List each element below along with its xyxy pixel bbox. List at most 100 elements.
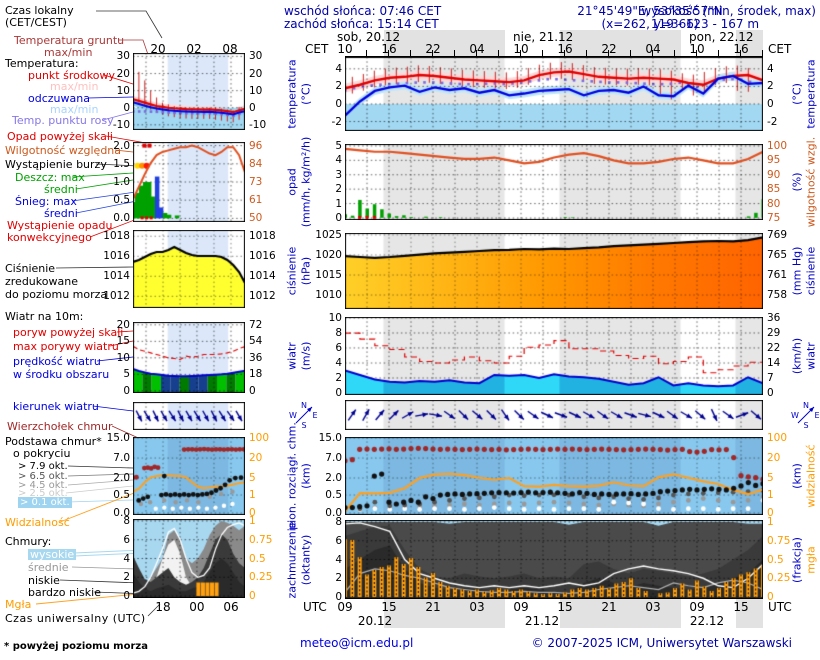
bottom-axis-hour: 09 xyxy=(513,600,529,614)
svg-text:E: E xyxy=(814,411,819,420)
mini-axis-bottom-hour: 18 xyxy=(155,600,171,614)
contact-email-link[interactable]: meteo@icm.edu.pl xyxy=(300,636,414,650)
axis-title: (oktanty) xyxy=(299,534,313,585)
svg-text:W: W xyxy=(791,411,799,420)
legend-item-widzialność: Widzialność xyxy=(5,516,70,529)
tick-label: 6 xyxy=(123,533,130,546)
axis-title: wiatr xyxy=(285,342,299,370)
tick-label: 0.0 xyxy=(113,506,130,519)
footnote-text: * powyżej poziomu morza xyxy=(4,641,148,652)
axis-title: (km) xyxy=(790,463,804,489)
tick-label: 7.0 xyxy=(113,452,130,465)
legend-item-czas-uniwersalny-utc-: Czas uniwersalny (UTC) xyxy=(5,612,146,625)
tick-label: 0 xyxy=(335,386,342,399)
tick-label: 10 xyxy=(249,84,263,97)
bottom-axis-tz-left: UTC xyxy=(303,600,327,614)
tick-label: 5 xyxy=(335,139,342,152)
mini-axis-top-hour: 02 xyxy=(186,42,202,56)
tick-label: 1018 xyxy=(103,230,130,243)
tick-label: 4 xyxy=(123,552,130,565)
legend-item-max-porywy-wiatru: max porywy wiatru xyxy=(13,340,119,353)
axis-title: ciśnienie xyxy=(285,246,299,296)
tick-label: 85 xyxy=(767,183,781,196)
main-wind-direction-chart xyxy=(345,400,763,430)
legend-item-bardzo-niskie: bardzo niskie xyxy=(28,586,101,599)
tick-label: 4 xyxy=(335,553,342,566)
tick-label: 7 xyxy=(767,371,774,384)
mini-precip-humidity-chart xyxy=(133,142,245,222)
tick-label: 1012 xyxy=(249,290,276,303)
tick-label: 4 xyxy=(335,154,342,167)
mini-wind-direction-chart xyxy=(133,402,245,430)
legend-item-wilgotność-względna: Wilgotność względna xyxy=(5,144,122,157)
tick-label: 1016 xyxy=(249,250,276,263)
tick-label: 2.0 xyxy=(113,139,130,152)
grid-xy-text: (x=262, y=366) xyxy=(601,17,699,31)
axis-title: opad xyxy=(285,168,299,196)
top-axis-day: sob, 20.12 xyxy=(337,30,401,44)
bottom-axis-hour: 03 xyxy=(469,600,485,614)
bottom-axis-hour: 15 xyxy=(381,600,397,614)
tick-label: 61 xyxy=(249,194,263,207)
tick-label: 5 xyxy=(123,368,130,381)
tick-label: 15.0 xyxy=(318,432,342,444)
tick-label: 0 xyxy=(767,386,774,399)
tick-label: 0 xyxy=(123,590,130,603)
axis-title: temperatura xyxy=(285,59,299,129)
legend-item-konwekcyjnego: konwekcyjnego xyxy=(7,231,92,244)
tick-label: 20 xyxy=(249,67,263,80)
tick-label: 5 xyxy=(767,472,774,485)
top-axis-day: pon, 22.12 xyxy=(689,30,754,44)
tick-label: 10 xyxy=(328,312,342,324)
tick-label: 1018 xyxy=(249,230,276,243)
legend-item-temperatura-gruntu: Temperatura gruntu xyxy=(14,34,125,47)
tick-label: 15.0 xyxy=(106,432,130,444)
axis-title: (°C) xyxy=(299,83,313,105)
bottom-axis-date: 20.12 xyxy=(357,614,393,628)
svg-text:W: W xyxy=(289,411,297,420)
tick-label: 0 xyxy=(249,506,256,519)
bottom-axis-hour: 09 xyxy=(337,600,353,614)
bottom-axis-tz-right: UTC xyxy=(768,600,792,614)
legend-item-niskie: niskie xyxy=(28,574,60,587)
tick-label: 96 xyxy=(249,139,263,152)
legend-item-opad-powyżej-skali: Opad powyżej skali xyxy=(7,130,113,143)
night-band xyxy=(735,599,763,628)
legend-item-deszcz-max: Deszcz: max xyxy=(15,171,85,184)
axis-title: widzialność xyxy=(804,444,818,508)
tick-label: 10 xyxy=(116,351,130,364)
tick-label: 765 xyxy=(767,248,788,261)
tick-label: 4 xyxy=(767,62,774,75)
axis-title: wiatr xyxy=(804,342,818,370)
legend-item-wierzchołek-chmur: Wierzchołek chmur xyxy=(7,420,113,433)
bottom-axis-hour: 03 xyxy=(645,600,661,614)
legend-item-max-min: max/min xyxy=(50,103,99,116)
tick-label: 1014 xyxy=(249,270,276,283)
legend-item-wiatr-na-10m-: Wiatr na 10m: xyxy=(5,310,84,323)
tick-label: 20 xyxy=(116,318,130,331)
legend-item-w-środku-obszaru: w środku obszaru xyxy=(13,368,110,381)
svg-text:N: N xyxy=(301,401,307,410)
tick-label: 4 xyxy=(335,62,342,75)
mini-cloud-extent-visibility-chart xyxy=(133,437,245,515)
bottom-axis-date: 22.12 xyxy=(689,614,725,628)
tick-label: 0 xyxy=(249,590,256,603)
axis-title: (mm Hg) xyxy=(790,246,804,296)
tick-label: 1 xyxy=(335,197,342,210)
axis-title: (hPa) xyxy=(299,256,313,286)
tick-label: 1020 xyxy=(315,248,342,261)
tick-label: 758 xyxy=(767,289,788,302)
tick-label: -2 xyxy=(767,115,778,128)
tick-label: 2 xyxy=(335,572,342,585)
legend-item-śnieg-max: Śnieg: max xyxy=(15,195,77,208)
tick-label: 1 xyxy=(249,514,256,527)
legend-item-czas-lokalny: Czas lokalny xyxy=(5,4,74,17)
tick-label: 0.5 xyxy=(113,194,130,207)
legend-item-do-poziomu-morza: do poziomu morza xyxy=(5,288,108,301)
legend-item-odczuwana: odczuwana xyxy=(28,92,90,105)
tick-label: 1.5 xyxy=(113,157,130,170)
tick-label: 73 xyxy=(249,176,263,188)
bottom-axis-hour: 21 xyxy=(601,600,617,614)
top-axis-tick-strip xyxy=(345,50,763,57)
svg-text:S: S xyxy=(803,421,808,430)
